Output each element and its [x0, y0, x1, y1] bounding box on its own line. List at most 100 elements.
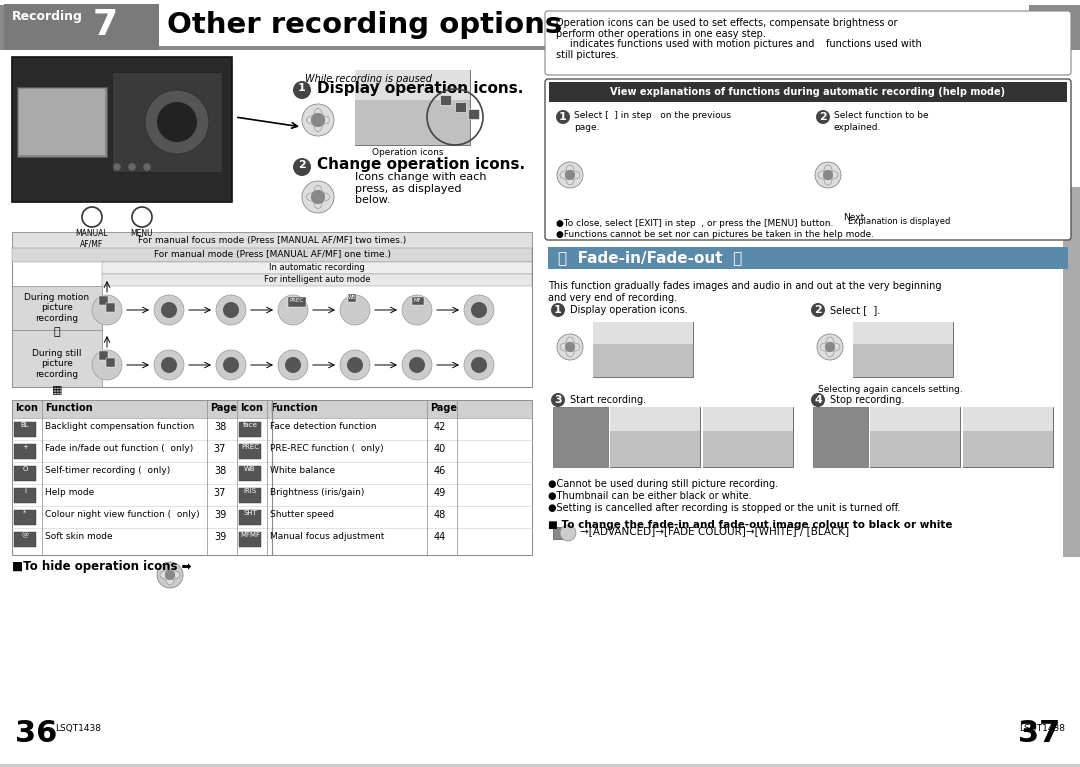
- Text: Operation icons: Operation icons: [373, 148, 444, 157]
- Bar: [14, 466, 36, 481]
- Bar: [813, 407, 868, 467]
- Bar: [239, 532, 261, 547]
- Circle shape: [464, 295, 494, 325]
- Bar: [812, 37, 822, 47]
- Bar: [440, 95, 451, 105]
- Bar: [703, 431, 793, 467]
- Circle shape: [340, 350, 370, 380]
- Text: O: O: [23, 466, 28, 472]
- Bar: [963, 407, 1053, 467]
- Text: IRIS: IRIS: [243, 488, 257, 494]
- Text: SHT: SHT: [243, 510, 257, 516]
- Circle shape: [157, 102, 197, 142]
- Ellipse shape: [829, 343, 840, 351]
- Circle shape: [347, 357, 363, 373]
- Circle shape: [811, 303, 825, 317]
- Ellipse shape: [314, 197, 322, 209]
- Circle shape: [293, 81, 311, 99]
- Text: ■ To change the fade-in and fade-out image colour to black or white: ■ To change the fade-in and fade-out ima…: [548, 520, 953, 530]
- Text: ●To close, select [EXIT] in step  , or press the [MENU] button.: ●To close, select [EXIT] in step , or pr…: [556, 219, 834, 228]
- Circle shape: [129, 163, 136, 171]
- Bar: [14, 422, 36, 437]
- Bar: [17, 87, 107, 157]
- Circle shape: [285, 357, 301, 373]
- Bar: [112, 72, 222, 172]
- Bar: [848, 159, 948, 195]
- Text: 3: 3: [554, 395, 562, 405]
- Text: 49: 49: [434, 488, 446, 498]
- Bar: [1063, 187, 1080, 557]
- Text: perform other operations in one easy step.: perform other operations in one easy ste…: [556, 29, 766, 39]
- Circle shape: [165, 570, 175, 580]
- Circle shape: [816, 110, 831, 124]
- Circle shape: [565, 170, 575, 180]
- Ellipse shape: [307, 193, 318, 201]
- Bar: [12, 232, 532, 248]
- Text: Self-timer recording (  only): Self-timer recording ( only): [45, 466, 171, 475]
- Bar: [590, 159, 685, 195]
- Bar: [703, 407, 793, 431]
- Text: ⬛  Fade-in/Fade-out  ⬛: ⬛ Fade-in/Fade-out ⬛: [558, 251, 742, 265]
- Text: During still
picture
recording: During still picture recording: [32, 349, 82, 379]
- Text: Select [  ].: Select [ ].: [831, 305, 880, 315]
- Circle shape: [222, 302, 239, 318]
- Circle shape: [145, 90, 210, 154]
- Ellipse shape: [827, 171, 838, 179]
- Text: 39: 39: [214, 510, 226, 520]
- Circle shape: [154, 295, 184, 325]
- Text: MF: MF: [414, 298, 421, 303]
- Bar: [12, 286, 102, 330]
- Bar: [610, 431, 700, 467]
- Bar: [12, 232, 532, 387]
- Text: MENU: MENU: [131, 229, 153, 238]
- Text: View explanations of functions during automatic recording (help mode): View explanations of functions during au…: [610, 87, 1005, 97]
- Bar: [549, 82, 1067, 102]
- Ellipse shape: [166, 574, 174, 585]
- Text: indicates functions used with motion pictures and: indicates functions used with motion pic…: [570, 39, 814, 49]
- Bar: [19, 89, 105, 155]
- Ellipse shape: [824, 174, 832, 185]
- Circle shape: [825, 342, 835, 352]
- Ellipse shape: [566, 337, 573, 348]
- Text: and very end of recording.: and very end of recording.: [548, 293, 677, 303]
- Text: For intelligent auto mode: For intelligent auto mode: [264, 275, 370, 285]
- Ellipse shape: [319, 116, 329, 124]
- Text: Page: Page: [430, 403, 457, 413]
- Text: WB: WB: [244, 466, 256, 472]
- Text: Help mode: Help mode: [45, 488, 94, 497]
- Text: 37: 37: [1017, 719, 1059, 748]
- Circle shape: [293, 158, 311, 176]
- Bar: [14, 488, 36, 503]
- Circle shape: [402, 350, 432, 380]
- Bar: [159, 4, 1029, 46]
- Circle shape: [409, 357, 426, 373]
- Circle shape: [311, 190, 325, 204]
- Bar: [99, 296, 108, 305]
- Circle shape: [471, 302, 487, 318]
- Text: 2: 2: [819, 112, 827, 122]
- Circle shape: [402, 295, 432, 325]
- Ellipse shape: [818, 171, 829, 179]
- Text: Display operation icons.: Display operation icons.: [570, 305, 688, 315]
- Circle shape: [143, 163, 151, 171]
- Text: 7: 7: [93, 8, 118, 42]
- Text: While recording is paused: While recording is paused: [305, 74, 432, 84]
- Circle shape: [823, 170, 833, 180]
- Text: 38: 38: [214, 466, 226, 476]
- Bar: [4, 4, 159, 50]
- Text: PREC: PREC: [241, 444, 259, 450]
- Circle shape: [816, 334, 843, 360]
- Circle shape: [216, 350, 246, 380]
- Text: PRE-REC function (  only): PRE-REC function ( only): [270, 444, 383, 453]
- Bar: [12, 400, 532, 418]
- Bar: [239, 510, 261, 525]
- Ellipse shape: [160, 571, 171, 579]
- Text: 40: 40: [434, 444, 446, 454]
- Bar: [0, 764, 1080, 767]
- Text: face: face: [243, 422, 257, 428]
- Text: @: @: [22, 532, 28, 538]
- Text: Start recording.: Start recording.: [570, 395, 646, 405]
- Circle shape: [302, 104, 334, 136]
- Bar: [14, 532, 36, 547]
- Text: Operation icons can be used to set effects, compensate brightness or: Operation icons can be used to set effec…: [556, 18, 897, 28]
